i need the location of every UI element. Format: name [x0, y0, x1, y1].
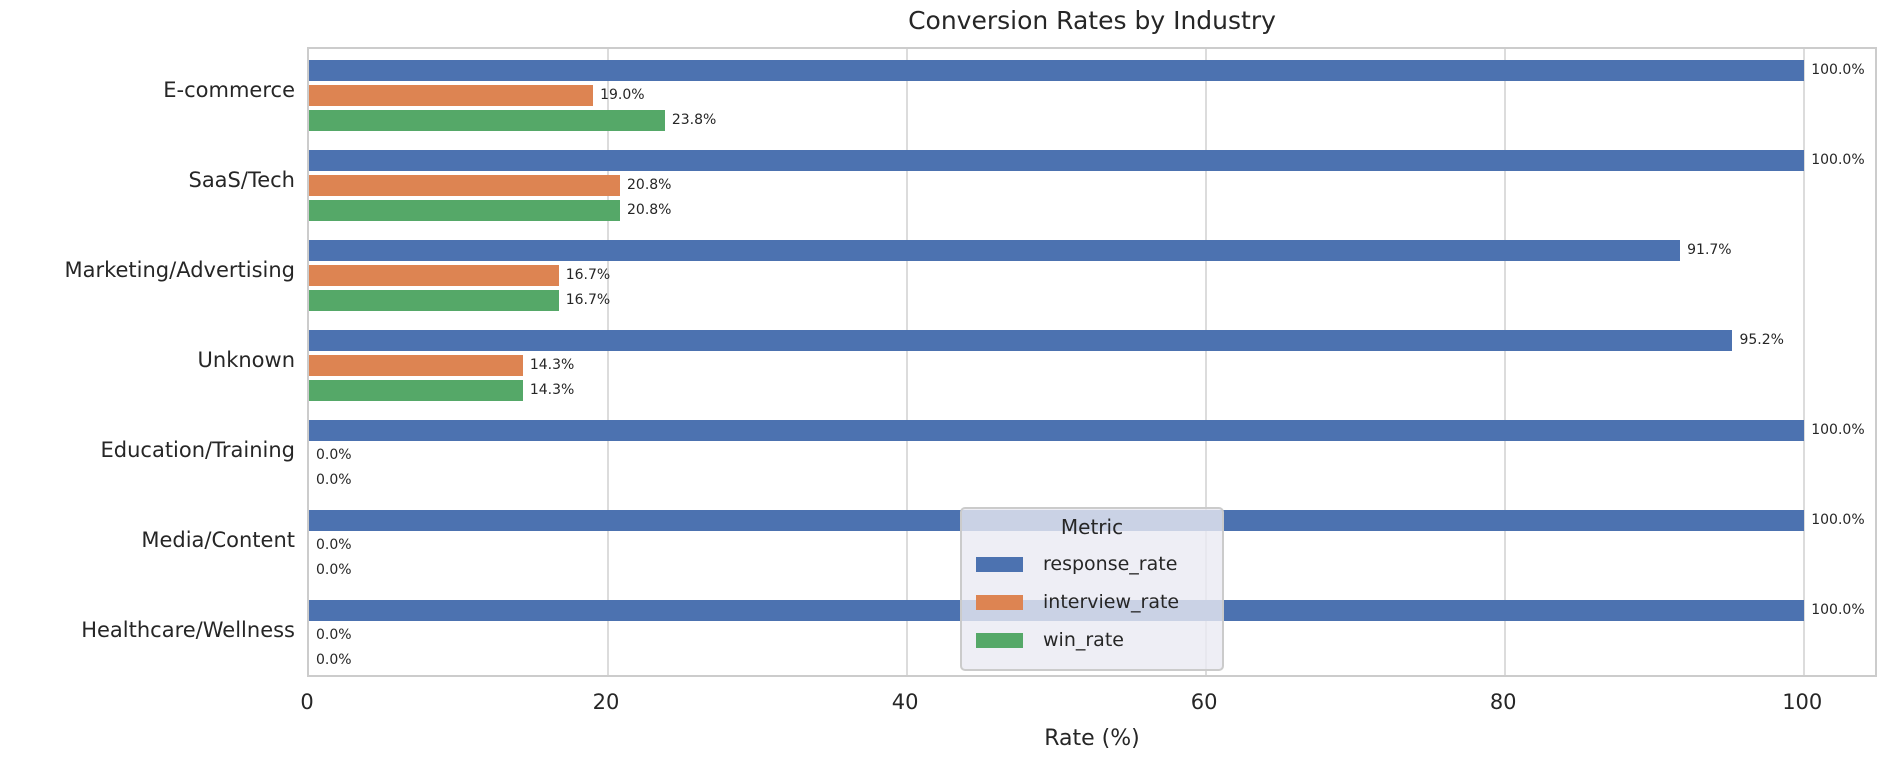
legend-item-label: win_rate	[1043, 629, 1124, 651]
bar-value-label-response_rate: 100.0%	[1811, 512, 1865, 528]
bar-value-label-interview_rate: 0.0%	[316, 627, 352, 643]
bar-value-label-win_rate: 14.3%	[529, 382, 575, 398]
x-tick-label: 20	[592, 690, 620, 714]
bar-value-label-win_rate: 23.8%	[671, 112, 717, 128]
legend-title: Metric	[1060, 515, 1124, 539]
legend: Metric response_rate interview_rate win_ra…	[960, 507, 1224, 671]
y-tick-label: Marketing/Advertising	[64, 258, 295, 282]
bar-value-label-interview_rate: 20.8%	[627, 177, 672, 193]
bar-response_rate	[309, 420, 1805, 441]
bar-value-label-win_rate: 0.0%	[316, 562, 352, 578]
y-tick-label: E-commerce	[163, 78, 295, 102]
bar-value-label-interview_rate: 0.0%	[316, 447, 352, 463]
bar-value-label-win_rate: 16.7%	[565, 292, 611, 308]
y-tick-label: Unknown	[197, 348, 295, 372]
bar-value-label-response_rate: 100.0%	[1811, 602, 1865, 618]
legend-item-label: interview_rate	[1043, 591, 1180, 613]
bar-value-label-win_rate: 0.0%	[316, 472, 352, 488]
bar-value-label-win_rate: 20.8%	[627, 202, 672, 218]
gridline	[906, 49, 909, 675]
gridline	[1504, 49, 1507, 675]
bar-value-label-response_rate: 100.0%	[1811, 62, 1865, 78]
bar-interview_rate	[309, 355, 523, 376]
x-tick-label: 80	[1489, 690, 1517, 714]
legend-item-win_rate: win_rate	[974, 621, 1210, 659]
gridline	[607, 49, 610, 675]
bar-value-label-response_rate: 95.2%	[1739, 332, 1784, 348]
bar-response_rate	[309, 60, 1805, 81]
gridline	[1803, 49, 1806, 675]
bar-value-label-response_rate: 100.0%	[1811, 422, 1865, 438]
x-axis-label: Rate (%)	[1044, 726, 1140, 751]
x-tick-label: 60	[1190, 690, 1218, 714]
bar-win_rate	[309, 380, 523, 401]
bar-interview_rate	[309, 85, 594, 106]
bar-response_rate	[309, 240, 1681, 261]
x-tick-label: 100	[1782, 690, 1823, 714]
bar-response_rate	[309, 330, 1733, 351]
legend-swatch-win_rate	[976, 632, 1023, 648]
y-tick-label: Education/Training	[100, 438, 296, 462]
legend-swatch-response_rate	[976, 556, 1023, 572]
legend-items: response_rate interview_rate win_rate	[974, 545, 1210, 659]
y-tick-label: Healthcare/Wellness	[81, 618, 295, 642]
chart-title: Conversion Rates by Industry	[908, 6, 1276, 35]
legend-item-label: response_rate	[1043, 553, 1178, 575]
x-tick-label: 0	[300, 690, 314, 714]
bar-value-label-response_rate: 91.7%	[1687, 242, 1732, 258]
bar-value-label-interview_rate: 14.3%	[529, 357, 575, 373]
legend-swatch-interview_rate	[976, 594, 1023, 610]
bar-response_rate	[309, 150, 1805, 171]
bar-value-label-win_rate: 0.0%	[316, 652, 352, 668]
bar-value-label-interview_rate: 16.7%	[565, 267, 611, 283]
legend-item-interview_rate: interview_rate	[974, 583, 1210, 621]
bar-value-label-interview_rate: 19.0%	[600, 87, 645, 103]
bar-interview_rate	[309, 175, 620, 196]
bar-value-label-interview_rate: 0.0%	[316, 537, 352, 553]
bar-win_rate	[309, 290, 559, 311]
bar-value-label-response_rate: 100.0%	[1811, 152, 1865, 168]
bar-win_rate	[309, 200, 620, 221]
x-tick-label: 40	[891, 690, 919, 714]
bar-interview_rate	[309, 265, 559, 286]
bar-win_rate	[309, 110, 665, 131]
y-tick-label: SaaS/Tech	[188, 168, 295, 192]
legend-item-response_rate: response_rate	[974, 545, 1210, 583]
gridline	[1205, 49, 1208, 675]
y-tick-label: Media/Content	[141, 528, 295, 552]
